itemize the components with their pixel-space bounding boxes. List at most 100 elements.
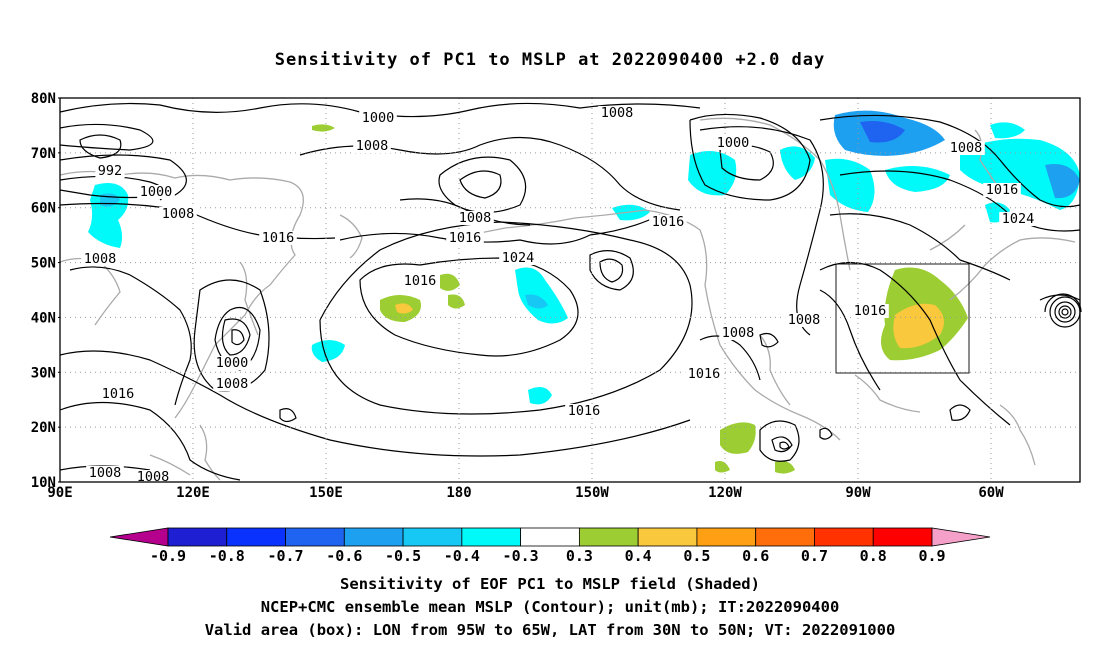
contour-label-bg xyxy=(134,470,172,484)
contour-label: 1008 xyxy=(459,210,492,226)
longitude-labels: 90E 120E 150E 180 150W 120W 90W 60W xyxy=(47,485,1004,501)
contour-label: 1008 xyxy=(722,325,755,341)
contour-label-bg xyxy=(598,106,636,120)
contour-label: 1016 xyxy=(262,230,295,246)
valid-area-box xyxy=(835,263,970,374)
contour-label-bg xyxy=(999,212,1037,226)
colorbar-swatch xyxy=(520,527,580,547)
colorbar-label: -0.7 xyxy=(267,547,303,565)
colorbar-swatch xyxy=(461,527,522,547)
contour-label: 1024 xyxy=(502,250,535,266)
contour-label: 1016 xyxy=(652,214,685,230)
colorbar-swatch xyxy=(343,527,404,547)
contour-label: 1008 xyxy=(601,105,634,121)
contour-label-group: 1000 1008 1008 992 1000 1008 1016 1016 1008 1016 1… xyxy=(81,105,1037,485)
caption-contour: NCEP+CMC ensemble mean MSLP (Contour); u… xyxy=(260,598,840,616)
latitude-label: 20N xyxy=(31,420,56,436)
colorbar-label: 0.6 xyxy=(742,547,769,565)
contour-label: 1000 xyxy=(140,184,173,200)
contour-label: 1000 xyxy=(216,355,249,371)
contour-label-bg xyxy=(565,404,603,418)
contour-label: 1008 xyxy=(162,206,195,222)
longitude-label: 120E xyxy=(176,485,210,501)
colorbar-label: 0.8 xyxy=(860,547,887,565)
contour-label-bg xyxy=(95,164,125,178)
longitude-label: 90W xyxy=(845,485,871,501)
colorbar-label: -0.6 xyxy=(326,547,362,565)
longitude-label: 90E xyxy=(47,485,72,501)
contour-label-bg xyxy=(86,466,124,480)
contour-label: 1016 xyxy=(986,182,1019,198)
colorbar-label: -0.4 xyxy=(444,547,480,565)
colorbar-arrow-high xyxy=(931,527,991,547)
colorbar-swatch xyxy=(285,527,345,547)
contour-label: 1008 xyxy=(84,251,117,267)
longitude-label: 150E xyxy=(309,485,343,501)
latitude-label: 50N xyxy=(31,256,56,272)
colorbar-label: 0.7 xyxy=(801,547,828,565)
colorbar-label: -0.9 xyxy=(150,547,186,565)
contour-label: 1016 xyxy=(449,230,482,246)
colorbar-swatch xyxy=(755,527,815,547)
contour-label: 992 xyxy=(98,163,122,179)
map-frame xyxy=(59,97,1081,483)
colorbar-swatch xyxy=(167,527,228,547)
sensitivity-shading xyxy=(88,110,1080,474)
colorbar-label: 0.3 xyxy=(566,547,593,565)
latitude-label: 70N xyxy=(31,146,56,162)
contour-label: 1016 xyxy=(568,403,601,419)
colorbar-swatch xyxy=(814,527,874,547)
caption-valid-area: Valid area (box): LON from 95W to 65W, L… xyxy=(204,621,896,639)
contour-label-bg xyxy=(851,304,889,318)
latitude-label: 60N xyxy=(31,201,56,217)
contour-label-bg xyxy=(714,136,752,150)
contour-label-bg xyxy=(213,356,251,370)
contour-label: 1000 xyxy=(362,110,395,126)
latitude-label: 30N xyxy=(31,365,56,381)
contour-label: 1016 xyxy=(688,366,721,382)
colorbar-labels: -0.9 -0.8 -0.7 -0.6 -0.5 -0.4 -0.3 0.3 0.4 0.5 0.6… xyxy=(150,547,946,565)
latitude-label: 40N xyxy=(31,310,56,326)
contour-label: 1016 xyxy=(404,273,437,289)
map-title: Sensitivity of PC1 to MSLP at 2022090400… xyxy=(274,50,826,70)
colorbar-label: -0.5 xyxy=(385,547,421,565)
contour-label-bg xyxy=(785,313,823,327)
colorbar-label: 0.5 xyxy=(683,547,710,565)
contour-label: 1016 xyxy=(854,303,887,319)
contour-label: 1016 xyxy=(102,386,135,402)
latitude-label: 80N xyxy=(31,91,56,107)
latitude-label: 10N xyxy=(31,475,56,491)
longitude-label: 60W xyxy=(978,485,1004,501)
caption-shaded: Sensitivity of EOF PC1 to MSLP field (Sh… xyxy=(340,575,760,593)
contour-label: 1008 xyxy=(216,376,249,392)
contour-label-bg xyxy=(137,185,175,199)
contour-label-bg xyxy=(213,377,251,391)
longitude-label: 120W xyxy=(708,485,742,501)
contour-label-bg xyxy=(649,215,687,229)
colorbar-label: -0.3 xyxy=(503,547,539,565)
contour-label-bg xyxy=(359,111,397,125)
contour-label: 1008 xyxy=(950,140,983,156)
colorbar-swatch xyxy=(696,527,757,547)
colorbar-arrow-low xyxy=(109,527,169,547)
contour-label: 1008 xyxy=(788,312,821,328)
contour-label: 1008 xyxy=(137,469,170,485)
colorbar-swatch xyxy=(226,527,286,547)
contour-label-bg xyxy=(499,251,537,265)
contour-label-bg xyxy=(81,252,119,266)
shade-neg-west xyxy=(88,182,129,248)
contour-label-bg xyxy=(353,139,391,153)
contour-label-bg xyxy=(401,274,439,288)
contour-label-bg xyxy=(947,141,985,155)
contour-label: 1008 xyxy=(89,465,122,481)
contour-label-bg xyxy=(983,183,1021,197)
contour-label: 1024 xyxy=(1002,211,1035,227)
colorbar-label: 0.4 xyxy=(625,547,652,565)
longitude-label: 150W xyxy=(575,485,609,501)
colorbar-label: 0.9 xyxy=(918,547,945,565)
colorbar-swatch xyxy=(402,527,463,547)
colorbar-label: -0.8 xyxy=(209,547,245,565)
contour-label-bg xyxy=(259,231,297,245)
latitude-labels: 80N 70N 60N 50N 40N 30N 20N 10N xyxy=(31,91,60,491)
contour-label: 1008 xyxy=(356,138,389,154)
